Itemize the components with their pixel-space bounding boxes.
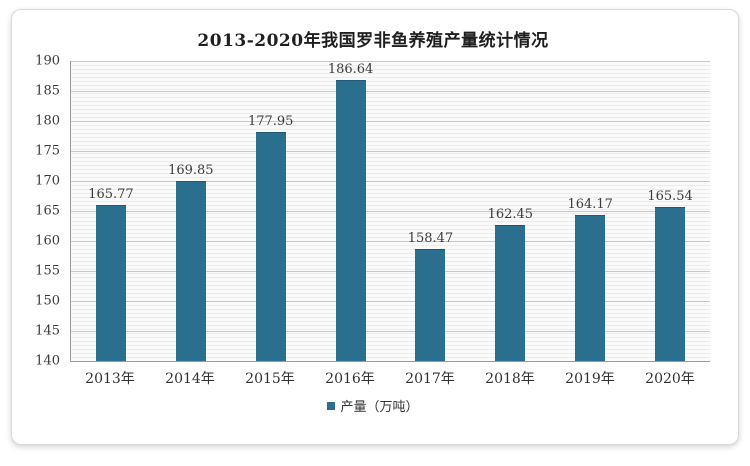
bar-slot: 165.54	[630, 61, 710, 361]
bar-value-label: 169.85	[168, 162, 214, 178]
y-tick-label: 165	[35, 203, 60, 219]
bar-slot: 165.77	[71, 61, 151, 361]
bar-value-label: 162.45	[487, 207, 534, 223]
bar	[495, 225, 526, 361]
x-tick-label: 2015年	[245, 371, 295, 387]
y-tick-label: 145	[35, 323, 60, 339]
bar-chart: 140 145 150 155 160 165 170 175 180 185 190 165.77…	[26, 55, 720, 368]
bar	[175, 180, 206, 361]
y-tick-label: 150	[35, 293, 60, 309]
x-axis: 2013年 2014年 2015年 2016年 2017年 2018年 2019年 2020年	[70, 368, 710, 388]
bar	[255, 132, 286, 361]
x-tick-label: 2018年	[485, 371, 535, 387]
bar	[655, 206, 686, 361]
bar	[575, 214, 606, 361]
chart-card: 2013-2020年我国罗非鱼养殖产量统计情况 140 145 150 155 160 1…	[11, 9, 739, 445]
bar-value-label: 177.95	[247, 114, 294, 130]
plot-area: 165.77 169.85 177.95 186.64 158.47 162.45 164.…	[70, 61, 710, 362]
y-tick-label: 190	[35, 53, 60, 69]
x-tick-label: 2014年	[165, 371, 215, 387]
bar-slot: 164.17	[550, 61, 630, 361]
bar-slot: 169.85	[151, 61, 231, 361]
y-tick-label: 175	[35, 143, 60, 159]
x-tick-label: 2013年	[85, 371, 135, 387]
bar-slot: 186.64	[311, 61, 391, 361]
y-tick-label: 160	[35, 233, 60, 249]
y-tick-label: 155	[35, 263, 60, 279]
x-tick-label: 2016年	[325, 371, 375, 387]
y-tick-label: 140	[35, 353, 60, 369]
legend-swatch	[327, 401, 336, 410]
bar-value-label: 164.17	[567, 196, 613, 212]
bar	[95, 205, 126, 361]
legend: 产量（万吨）	[26, 396, 720, 415]
bar-value-label: 165.77	[88, 187, 134, 203]
x-tick-label: 2019年	[565, 371, 615, 387]
x-tick-label: 2017年	[405, 371, 455, 387]
bar	[415, 249, 446, 361]
legend-label: 产量（万吨）	[340, 400, 419, 415]
bar-slot: 177.95	[231, 61, 311, 361]
bar-value-label: 165.54	[647, 188, 693, 204]
bar-slot: 162.45	[470, 61, 550, 361]
y-tick-label: 170	[35, 173, 60, 189]
y-tick-label: 185	[35, 83, 60, 99]
bar-value-label: 186.64	[327, 62, 374, 78]
x-tick-label: 2020年	[645, 371, 695, 387]
y-axis: 140 145 150 155 160 165 170 175 180 185 190	[26, 55, 66, 368]
bar	[335, 80, 366, 361]
y-tick-label: 180	[35, 113, 60, 129]
bar-slot: 158.47	[391, 61, 471, 361]
chart-title: 2013-2020年我国罗非鱼养殖产量统计情况	[197, 31, 549, 51]
bar-value-label: 158.47	[407, 231, 454, 247]
